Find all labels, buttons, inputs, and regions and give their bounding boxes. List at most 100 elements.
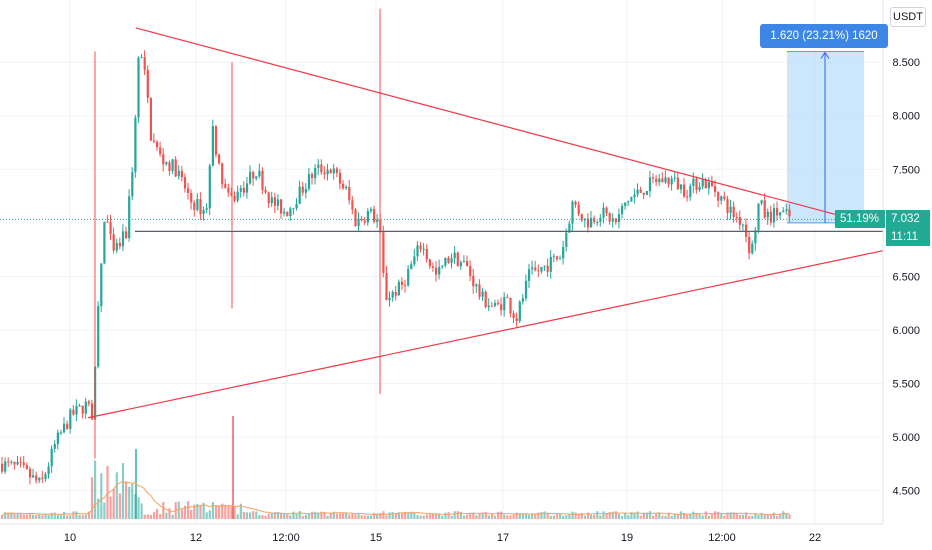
candle-body (162, 154, 165, 165)
candle-body (218, 154, 221, 164)
volume-bar (683, 512, 686, 519)
candle-body (267, 192, 270, 204)
candle-body (574, 201, 577, 205)
volume-bar (543, 511, 546, 519)
candle-body (714, 186, 717, 193)
volume-bar (546, 513, 549, 519)
candle-body (38, 477, 41, 481)
candle-body (140, 57, 143, 59)
candle-body (311, 174, 314, 179)
volume-bar (115, 472, 118, 519)
volume-bar (348, 514, 351, 519)
candle-body (686, 196, 689, 198)
candle-body (760, 200, 763, 204)
volume-bar (218, 505, 221, 519)
candle-body (655, 178, 658, 183)
volume-bar (627, 515, 630, 519)
volume-bar (704, 511, 707, 519)
volume-bar (385, 515, 388, 519)
candle-body (84, 401, 87, 414)
candle-body (416, 245, 419, 257)
candle-body (183, 177, 187, 189)
candle-body (10, 461, 13, 463)
volume-bar (295, 513, 298, 519)
candle-body (487, 305, 490, 308)
volume-bar (617, 513, 621, 519)
volume-bar (738, 514, 741, 519)
time-axis[interactable]: 10 12 12:00 15 17 19 12:00 22 (64, 532, 821, 544)
volume-bar (183, 505, 187, 519)
candle-body (72, 409, 75, 415)
volume-bar (180, 509, 183, 519)
volume-bar (661, 515, 664, 519)
candle-body (1, 463, 4, 472)
candle-body (785, 209, 788, 211)
candle-body (13, 461, 16, 465)
volume-bar (441, 515, 444, 519)
volume-bar (286, 514, 289, 519)
volume-bar (673, 514, 676, 519)
volume-bar (245, 512, 249, 519)
volume-bar (177, 501, 180, 519)
time-tick-label: 12:00 (708, 532, 736, 544)
drawn-trendlines[interactable] (0, 27, 884, 419)
candle-body (648, 177, 652, 192)
candle-body (413, 256, 416, 265)
volume-bar (658, 512, 661, 519)
candle-body (143, 57, 146, 70)
volume-bar (66, 515, 69, 519)
volume-bar (689, 513, 692, 519)
time-tick-label: 10 (64, 532, 76, 544)
volume-bar (655, 513, 658, 519)
volume-bar (131, 483, 134, 519)
volume-bar (100, 473, 103, 519)
candle-body (466, 261, 469, 267)
candle-body (326, 169, 329, 175)
measure-tool[interactable] (787, 50, 864, 224)
volume-bar (518, 513, 521, 519)
volume-bar (639, 515, 642, 519)
candle-body (214, 126, 218, 155)
candlesticks (1, 8, 791, 485)
volume-bar (258, 515, 261, 519)
volume-bar (307, 513, 311, 519)
candle-body (459, 262, 462, 267)
candle-body (493, 302, 497, 306)
candle-body (44, 474, 47, 480)
volume-bar (413, 512, 416, 519)
volume-bar (614, 511, 617, 519)
volume-bar (571, 511, 574, 519)
candle-body (555, 256, 559, 260)
candle-body (621, 205, 624, 215)
volume-bar (273, 512, 276, 519)
volume-bar (252, 511, 255, 519)
volume-bar (782, 511, 785, 519)
volume-bar (565, 515, 568, 519)
volume-bar (524, 514, 528, 519)
volume-bar (735, 513, 738, 519)
volume-bar (500, 511, 503, 519)
candle-body (264, 190, 267, 193)
volume-bar (357, 514, 360, 519)
volume-bar (462, 515, 466, 519)
volume-bar (428, 513, 431, 519)
volume-bar (679, 511, 683, 519)
candle-body (515, 318, 518, 322)
candle-body (351, 200, 354, 210)
volume-bar (732, 512, 735, 519)
price-axis[interactable]: 8.5008.0007.5007.0006.5006.0005.5005.000… (892, 57, 920, 497)
candle-body (66, 423, 69, 429)
volume-bar (580, 512, 583, 519)
currency-label[interactable]: USDT (890, 7, 926, 27)
candle-body (701, 179, 704, 187)
price-change-tag: 51.19% (835, 210, 885, 229)
candle-body (165, 162, 168, 165)
volume-bar (87, 511, 90, 519)
volume-bar (56, 514, 59, 519)
candle-body (469, 266, 472, 276)
volume-bar (345, 512, 348, 519)
candle-body (431, 266, 435, 268)
volume-bar (205, 512, 208, 519)
volume-bar (338, 513, 342, 519)
